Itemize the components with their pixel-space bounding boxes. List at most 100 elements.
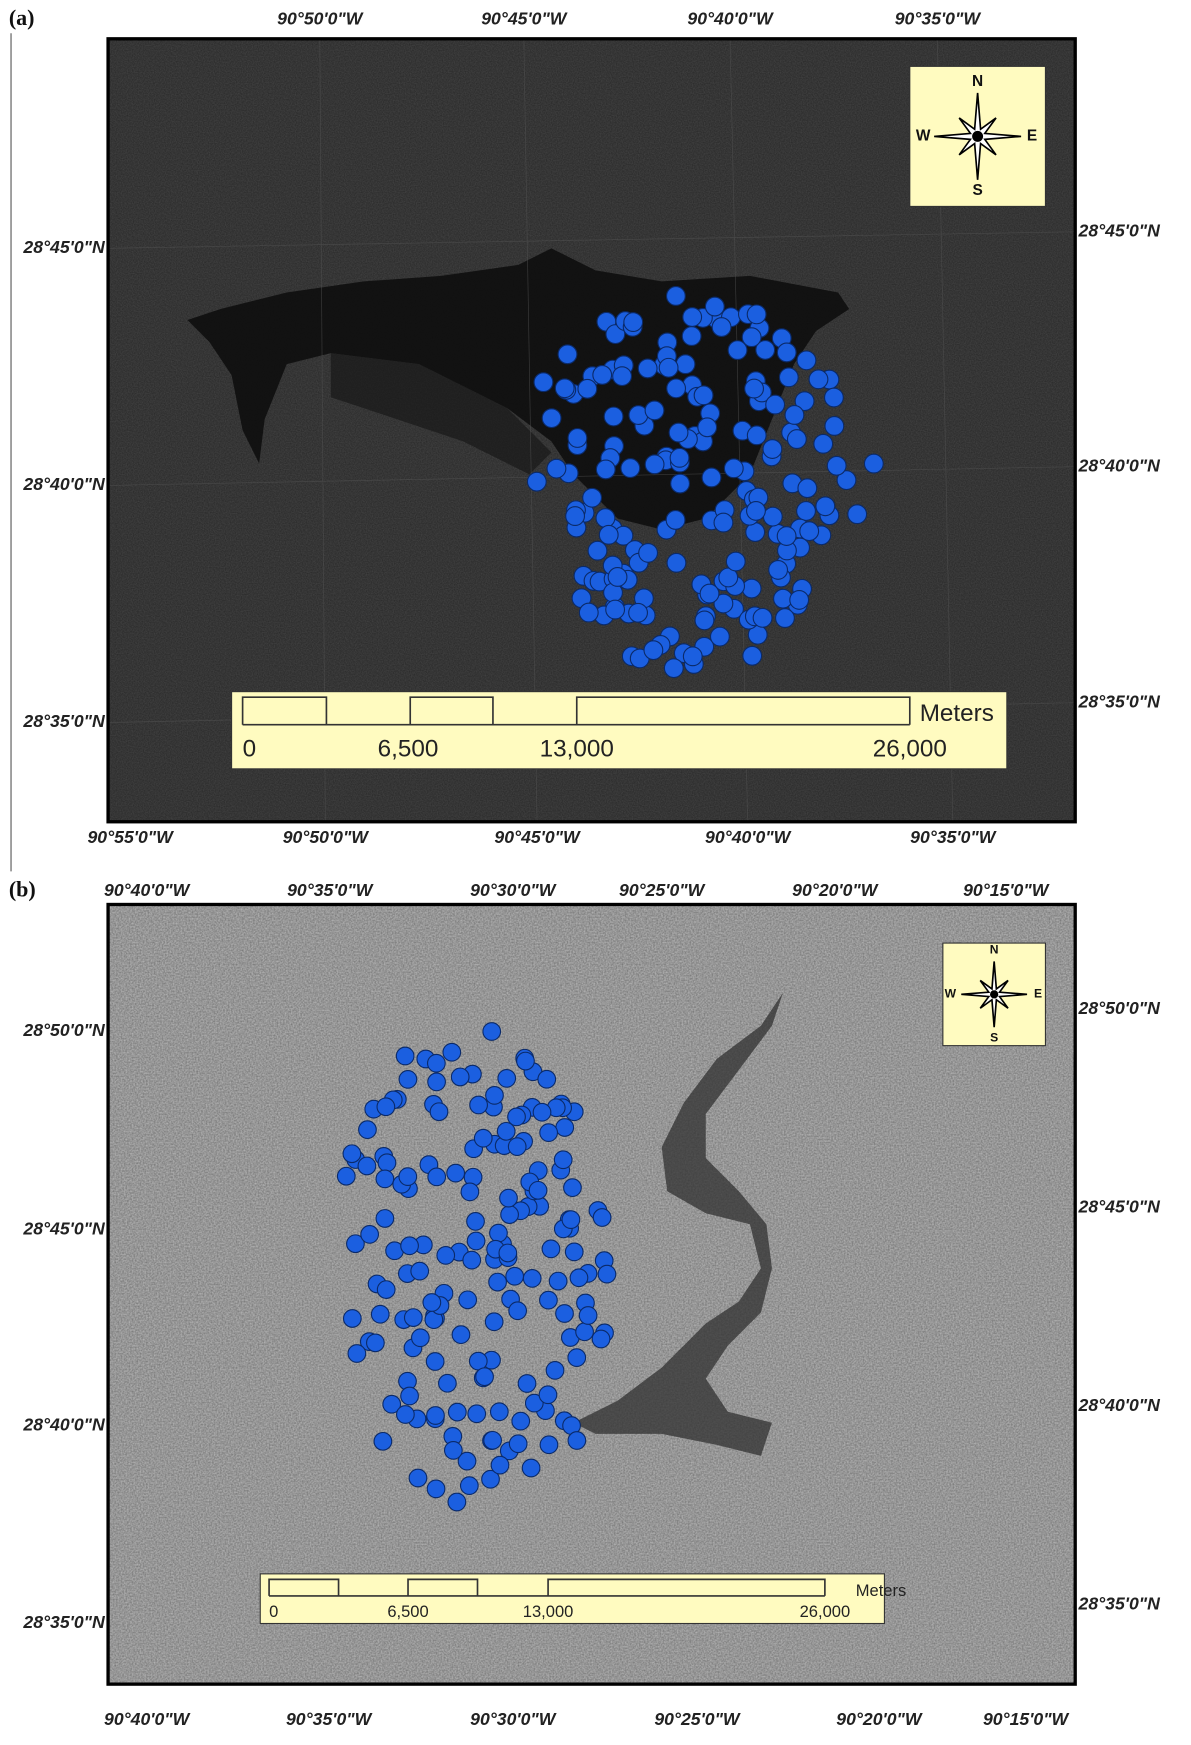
right-coordinate-label: 28°50'0"N [1078,998,1162,1018]
sample-point [459,1291,477,1309]
sample-point [797,351,816,370]
scale-bar-label: 6,500 [387,1602,428,1621]
bottom-coordinate-label: 90°55'0"W [88,827,175,847]
compass-letter: S [972,182,982,199]
panel-label: (a) [9,5,35,30]
bottom-coordinate-label: 90°45'0"W [494,827,581,847]
sample-point [467,1232,485,1250]
sample-point [470,1096,488,1114]
sample-point [367,1334,385,1352]
sample-point [374,1432,392,1450]
sample-point [427,1480,445,1498]
top-coordinate-label: 90°35'0"W [287,880,374,900]
bottom-coordinate-label: 90°35'0"W [286,1709,373,1729]
top-coordinate-label: 90°20'0"W [792,880,879,900]
sample-point [639,544,658,563]
top-coordinate-label: 90°45'0"W [481,9,568,29]
sample-point [790,591,809,610]
sample-point [814,434,833,453]
sample-point [555,379,574,398]
top-coordinate-label: 90°25'0"W [619,880,706,900]
sample-point [667,553,686,572]
sample-point [800,522,819,541]
sample-point [766,395,785,414]
sample-point [546,1362,564,1380]
sample-point [501,1206,519,1224]
sample-point [378,1154,396,1172]
sample-point [742,328,761,347]
top-coordinate-label: 90°50'0"W [277,9,364,29]
sample-point [700,584,719,603]
sample-point [476,1368,494,1386]
sample-point [399,1071,417,1089]
sample-point [777,343,796,362]
sample-point [747,305,766,324]
sample-point [397,1406,415,1424]
sample-point [593,366,612,385]
sample-point [694,386,713,405]
sample-point [469,1352,487,1370]
sample-point [542,1240,560,1258]
scale-bar-label: 6,500 [378,735,439,762]
sample-point [500,1189,518,1207]
sample-point [401,1387,419,1405]
right-coordinate-label: 28°35'0"N [1078,1593,1162,1613]
sample-point [399,1168,417,1186]
compass-letter: N [990,943,999,957]
sample-point [624,313,643,332]
sample-point [579,1307,597,1325]
scale-bar-label: 13,000 [523,1602,574,1621]
compass-center [990,990,998,998]
sample-point [578,379,597,398]
sample-point [558,345,577,364]
sample-point [726,552,745,571]
sample-point [645,455,664,474]
bottom-coordinate-label: 90°35'0"W [910,827,997,847]
sample-point [682,327,701,346]
sample-point [604,407,623,426]
sample-point [592,1330,610,1348]
sample-point [645,401,664,420]
sample-point [864,454,883,473]
sample-point [437,1247,455,1265]
sample-point [659,358,678,377]
sample-point [714,513,733,532]
sample-point [787,430,806,449]
top-coordinate-label: 90°40'0"W [687,9,774,29]
sample-point [486,1087,504,1105]
panel-label: (b) [9,876,36,901]
sample-point [428,1168,446,1186]
sample-point [695,611,714,630]
sample-point [534,373,553,392]
sample-point [377,1098,395,1116]
sample-point [753,608,772,627]
top-coordinate-label: 90°35'0"W [895,9,982,29]
sample-point [540,1436,558,1454]
sample-point [463,1251,481,1269]
sample-point [485,1313,503,1331]
sample-point [644,641,663,660]
scale-bar-unit: Meters [920,700,994,727]
compass-letter: N [972,73,983,90]
sample-point [483,1023,501,1041]
scale-bar-label: 0 [243,735,257,762]
sample-point [798,479,817,498]
sample-point [533,1103,551,1121]
sample-point [724,459,743,478]
sample-point [683,308,702,327]
sample-point [461,1477,479,1495]
sample-point [667,379,686,398]
sample-point [763,507,782,526]
bottom-coordinate-label: 90°20'0"W [836,1709,923,1729]
sample-point [777,527,796,546]
sample-point [588,541,607,560]
sample-point [348,1345,366,1363]
sample-point [448,1493,466,1511]
sample-point [376,1210,394,1228]
sample-point [676,355,695,374]
sample-point [540,1291,558,1309]
bottom-coordinate-label: 90°15'0"W [983,1709,1070,1729]
sample-point [666,511,685,530]
left-coordinate-label: 28°45'0"N [22,1218,106,1238]
sample-point [427,1407,445,1425]
